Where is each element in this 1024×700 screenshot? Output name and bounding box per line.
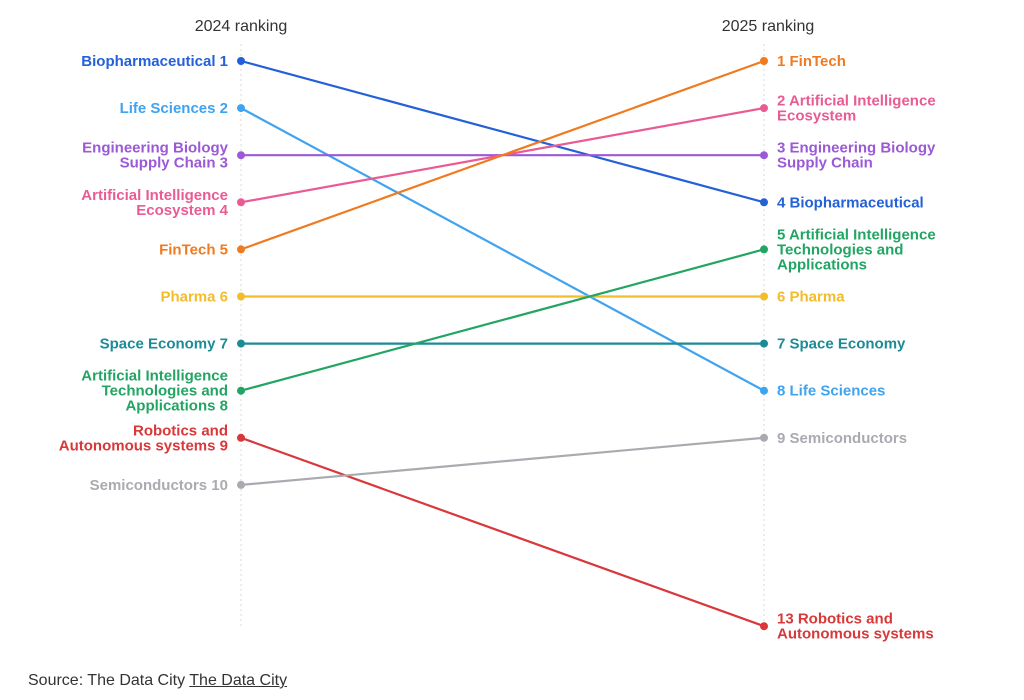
label-2024-pharma-line-1: Pharma 6 bbox=[160, 289, 228, 306]
point-left-artificial-intelligence-ecosystem bbox=[237, 198, 245, 207]
label-2025-space-economy-line-1: 7 Space Economy bbox=[777, 336, 906, 353]
series-line-artificial-intelligence-technologies-and-applications bbox=[240, 248, 765, 392]
point-left-robotics-and-autonomous-systems bbox=[237, 433, 245, 442]
point-right-life-sciences bbox=[760, 386, 768, 395]
label-2025-artificial-intelligence-technologies-and-applications-line-3: Applications bbox=[777, 256, 867, 273]
label-2024-artificial-intelligence-technologies-and-applications-line-1: Artificial Intelligence bbox=[81, 368, 228, 385]
label-2025-artificial-intelligence-ecosystem-line-1: 2 Artificial Intelligence bbox=[777, 93, 936, 110]
label-2025-artificial-intelligence-technologies-and-applications-line-1: 5 Artificial Intelligence bbox=[777, 226, 936, 243]
point-left-engineering-biology-supply-chain bbox=[237, 151, 245, 160]
label-2024-robotics-and-autonomous-systems-line-2: Autonomous systems 9 bbox=[59, 437, 228, 454]
point-right-artificial-intelligence-technologies-and-applications bbox=[760, 245, 768, 254]
series-labels: Biopharmaceutical 1 4 Biopharmaceutical Li… bbox=[59, 53, 936, 643]
label-2024-biopharmaceutical-line-1: Biopharmaceutical 1 bbox=[81, 53, 228, 70]
label-2025-biopharmaceutical-line-1: 4 Biopharmaceutical bbox=[777, 194, 924, 211]
series-lines bbox=[237, 57, 768, 631]
point-right-engineering-biology-supply-chain bbox=[760, 151, 768, 160]
label-2024-artificial-intelligence-ecosystem-line-2: Ecosystem 4 bbox=[136, 202, 228, 219]
point-right-artificial-intelligence-ecosystem bbox=[760, 104, 768, 113]
point-right-pharma bbox=[760, 292, 768, 301]
label-2024-engineering-biology-supply-chain-line-2: Supply Chain 3 bbox=[120, 155, 228, 172]
label-2024-artificial-intelligence-technologies-and-applications-line-2: Technologies and bbox=[102, 383, 228, 400]
point-left-life-sciences bbox=[237, 104, 245, 113]
source-link[interactable]: The Data City bbox=[189, 672, 288, 689]
point-right-space-economy bbox=[760, 339, 768, 348]
label-2025-pharma-line-1: 6 Pharma bbox=[777, 289, 845, 306]
series-line-life-sciences bbox=[240, 107, 765, 392]
label-2024-fintech-line-1: FinTech 5 bbox=[159, 241, 228, 258]
label-2025-engineering-biology-supply-chain-line-2: Supply Chain bbox=[777, 155, 873, 172]
label-2024-semiconductors-line-1: Semiconductors 10 bbox=[90, 477, 228, 494]
label-2025-artificial-intelligence-technologies-and-applications-line-2: Technologies and bbox=[777, 241, 903, 258]
label-2024-robotics-and-autonomous-systems-line-1: Robotics and bbox=[133, 422, 228, 439]
series-line-fintech bbox=[240, 59, 765, 251]
point-left-artificial-intelligence-technologies-and-applications bbox=[237, 386, 245, 395]
point-right-semiconductors bbox=[760, 433, 768, 442]
label-2025-life-sciences-line-1: 8 Life Sciences bbox=[777, 383, 885, 400]
series-line-robotics-and-autonomous-systems bbox=[240, 436, 765, 628]
point-left-semiconductors bbox=[237, 480, 245, 489]
label-2024-artificial-intelligence-technologies-and-applications-line-3: Applications 8 bbox=[125, 398, 228, 415]
label-2025-artificial-intelligence-ecosystem-line-2: Ecosystem bbox=[777, 108, 856, 125]
point-left-biopharmaceutical bbox=[237, 57, 245, 65]
label-2024-engineering-biology-supply-chain-line-1: Engineering Biology bbox=[82, 140, 228, 157]
label-2025-semiconductors-line-1: 9 Semiconductors bbox=[777, 430, 907, 447]
left-column-header: 2024 ranking bbox=[195, 18, 288, 35]
label-2024-space-economy-line-1: Space Economy 7 bbox=[100, 336, 228, 353]
point-right-biopharmaceutical bbox=[760, 198, 768, 207]
label-2024-life-sciences-line-1: Life Sciences 2 bbox=[120, 100, 228, 117]
point-left-pharma bbox=[237, 292, 245, 301]
source-prefix: Source: The Data City bbox=[28, 672, 190, 689]
series-line-semiconductors bbox=[240, 436, 765, 486]
point-left-fintech bbox=[237, 245, 245, 254]
source-note: Source: The Data City The Data City bbox=[28, 672, 287, 690]
label-2025-robotics-and-autonomous-systems-line-1: 13 Robotics and bbox=[777, 611, 893, 628]
point-left-space-economy bbox=[237, 339, 245, 348]
point-right-fintech bbox=[760, 57, 768, 65]
label-2024-artificial-intelligence-ecosystem-line-1: Artificial Intelligence bbox=[81, 187, 228, 204]
label-2025-robotics-and-autonomous-systems-line-2: Autonomous systems bbox=[777, 626, 934, 643]
series-line-biopharmaceutical bbox=[240, 59, 765, 204]
label-2025-engineering-biology-supply-chain-line-1: 3 Engineering Biology bbox=[777, 140, 936, 157]
point-right-robotics-and-autonomous-systems bbox=[760, 622, 768, 631]
right-column-header: 2025 ranking bbox=[722, 18, 815, 35]
label-2025-fintech-line-1: 1 FinTech bbox=[777, 53, 846, 70]
